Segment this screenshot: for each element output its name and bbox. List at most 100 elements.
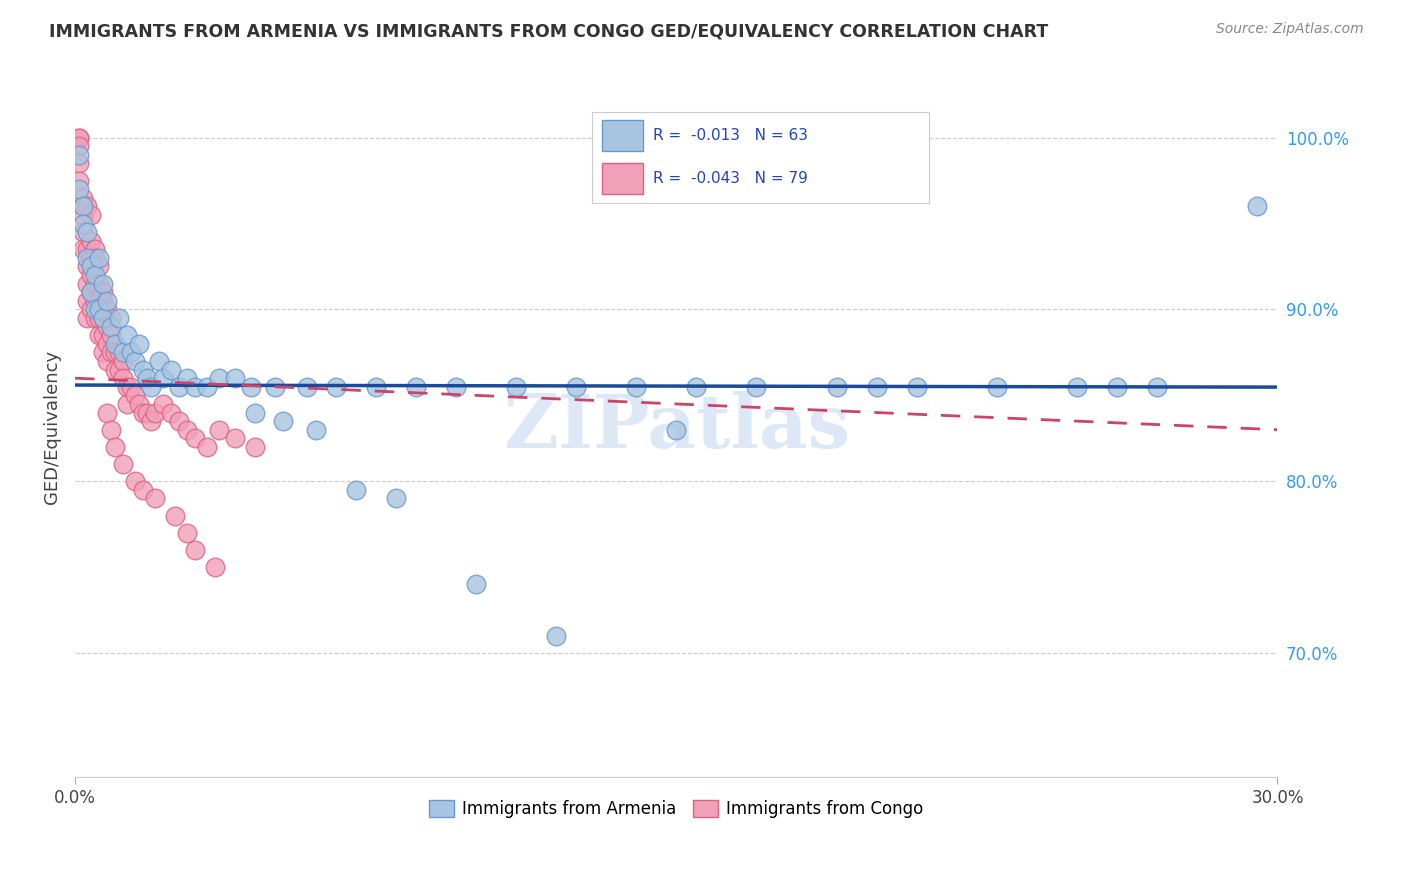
Point <box>325 380 347 394</box>
Point <box>176 371 198 385</box>
Text: Source: ZipAtlas.com: Source: ZipAtlas.com <box>1216 22 1364 37</box>
Point <box>128 397 150 411</box>
Point <box>80 260 103 274</box>
Point <box>91 345 114 359</box>
Point <box>297 380 319 394</box>
Point <box>120 345 142 359</box>
Legend: Immigrants from Armenia, Immigrants from Congo: Immigrants from Armenia, Immigrants from… <box>422 793 931 824</box>
Point <box>665 423 688 437</box>
Point <box>76 260 98 274</box>
Point <box>76 242 98 256</box>
Point <box>87 260 110 274</box>
Point <box>67 173 90 187</box>
Point <box>104 336 127 351</box>
Point <box>76 199 98 213</box>
Point <box>87 302 110 317</box>
Point <box>96 405 118 419</box>
Point <box>87 293 110 308</box>
Text: IMMIGRANTS FROM ARMENIA VS IMMIGRANTS FROM CONGO GED/EQUIVALENCY CORRELATION CHA: IMMIGRANTS FROM ARMENIA VS IMMIGRANTS FR… <box>49 22 1049 40</box>
Point <box>565 380 588 394</box>
Point <box>72 199 94 213</box>
Point <box>245 440 267 454</box>
Point <box>141 414 163 428</box>
Point <box>108 362 131 376</box>
Point <box>67 139 90 153</box>
Point <box>364 380 387 394</box>
Point <box>204 560 226 574</box>
Point <box>67 130 90 145</box>
Point <box>132 483 155 497</box>
Point <box>72 191 94 205</box>
Point <box>76 293 98 308</box>
Point <box>1146 380 1168 394</box>
Point <box>100 319 122 334</box>
Point <box>76 225 98 239</box>
Point <box>195 380 218 394</box>
Point <box>184 431 207 445</box>
Point <box>108 345 131 359</box>
Point <box>100 311 122 326</box>
Point <box>80 208 103 222</box>
Point <box>544 629 567 643</box>
Point <box>143 491 166 506</box>
Point <box>1107 380 1129 394</box>
Point <box>72 208 94 222</box>
Point <box>80 251 103 265</box>
Point <box>143 405 166 419</box>
Point <box>152 371 174 385</box>
Point <box>745 380 768 394</box>
Point <box>84 242 107 256</box>
Point <box>112 354 135 368</box>
Text: ZIPatlas: ZIPatlas <box>503 391 849 464</box>
Point <box>176 525 198 540</box>
Point <box>67 156 90 170</box>
Point <box>108 311 131 326</box>
Point <box>72 242 94 256</box>
Y-axis label: GED/Equivalency: GED/Equivalency <box>44 350 60 504</box>
Point <box>167 380 190 394</box>
Point <box>464 577 486 591</box>
Point <box>100 345 122 359</box>
Point <box>87 311 110 326</box>
Point <box>84 293 107 308</box>
Point <box>84 268 107 282</box>
Point <box>87 277 110 291</box>
Point <box>195 440 218 454</box>
Point <box>273 414 295 428</box>
Point <box>124 354 146 368</box>
Point <box>136 405 159 419</box>
Point <box>80 268 103 282</box>
Point <box>80 285 103 300</box>
Point <box>184 380 207 394</box>
Point <box>72 199 94 213</box>
Point <box>84 311 107 326</box>
Point <box>76 277 98 291</box>
Point <box>444 380 467 394</box>
Point <box>115 397 138 411</box>
Point <box>304 423 326 437</box>
Point <box>986 380 1008 394</box>
Point <box>165 508 187 523</box>
Point <box>104 345 127 359</box>
Point <box>128 336 150 351</box>
Point <box>132 405 155 419</box>
Point <box>685 380 707 394</box>
Point <box>80 302 103 317</box>
Point <box>148 354 170 368</box>
Point <box>91 285 114 300</box>
Point <box>1066 380 1088 394</box>
Point <box>405 380 427 394</box>
Point <box>866 380 889 394</box>
Point <box>96 319 118 334</box>
Point <box>120 380 142 394</box>
Point <box>96 336 118 351</box>
Point <box>160 405 183 419</box>
Point <box>152 397 174 411</box>
Point <box>624 380 647 394</box>
Point <box>67 182 90 196</box>
Point <box>100 328 122 343</box>
Point <box>80 234 103 248</box>
Point <box>76 311 98 326</box>
Point <box>91 293 114 308</box>
Point <box>115 328 138 343</box>
